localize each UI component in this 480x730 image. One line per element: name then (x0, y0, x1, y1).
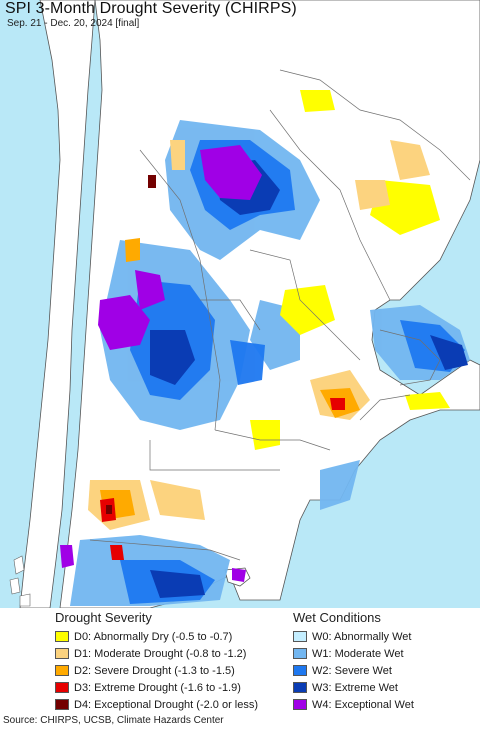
map-subtitle: Sep. 21 - Dec. 20, 2024 [final] (7, 18, 140, 29)
legend-item-d2: D2: Severe Drought (-1.3 to -1.5) (55, 662, 258, 679)
swatch-w4 (293, 699, 307, 710)
swatch-w2 (293, 665, 307, 676)
legend-item-w4: W4: Exceptional Wet (293, 696, 414, 713)
wet-patches-w4 (60, 145, 262, 582)
legend-item-w1: W1: Moderate Wet (293, 645, 414, 662)
legend-item-w2: W2: Severe Wet (293, 662, 414, 679)
legend-drought-title: Drought Severity (55, 610, 152, 625)
wet-patches-w3 (150, 160, 468, 598)
swatch-d4 (55, 699, 69, 710)
swatch-w3 (293, 682, 307, 693)
legend-item-w3: W3: Extreme Wet (293, 679, 414, 696)
legend-wet-title: Wet Conditions (293, 610, 381, 625)
legend-label-w4: W4: Exceptional Wet (312, 698, 414, 711)
legend-label-w3: W3: Extreme Wet (312, 681, 398, 694)
swatch-d2 (55, 665, 69, 676)
drought-map (0, 0, 480, 608)
swatch-d3 (55, 682, 69, 693)
legend-item-d0: D0: Abnormally Dry (-0.5 to -0.7) (55, 628, 258, 645)
legend-label-d1: D1: Moderate Drought (-0.8 to -1.2) (74, 647, 247, 660)
legend-label-d4: D4: Exceptional Drought (-2.0 or less) (74, 698, 259, 711)
legend-item-d3: D3: Extreme Drought (-1.6 to -1.9) (55, 679, 258, 696)
legend-label-w2: W2: Severe Wet (312, 664, 392, 677)
swatch-d0 (55, 631, 69, 642)
legend-item-d1: D1: Moderate Drought (-0.8 to -1.2) (55, 645, 258, 662)
swatch-w1 (293, 648, 307, 659)
legend-label-w0: W0: Abnormally Wet (312, 630, 412, 643)
swatch-d1 (55, 648, 69, 659)
legend-wet: Wet Conditions W0: Abnormally Wet W1: Mo… (293, 610, 414, 713)
legend-label-d2: D2: Severe Drought (-1.3 to -1.5) (74, 664, 235, 677)
coastal-islands (9, 555, 31, 607)
legend-label-d3: D3: Extreme Drought (-1.6 to -1.9) (74, 681, 241, 694)
map-title: SPI 3-Month Drought Severity (CHIRPS) (5, 0, 297, 17)
admin-borders (89, 69, 471, 561)
source-credit: Source: CHIRPS, UCSB, Climate Hazards Ce… (3, 715, 224, 726)
drought-patches-d4 (106, 175, 156, 514)
legend-label-w1: W1: Moderate Wet (312, 647, 404, 660)
legend-item-w0: W0: Abnormally Wet (293, 628, 414, 645)
legend-item-d4: D4: Exceptional Drought (-2.0 or less) (55, 696, 258, 713)
legend-drought: Drought Severity D0: Abnormally Dry (-0.… (55, 610, 258, 713)
swatch-w0 (293, 631, 307, 642)
legend-label-d0: D0: Abnormally Dry (-0.5 to -0.7) (74, 630, 233, 643)
